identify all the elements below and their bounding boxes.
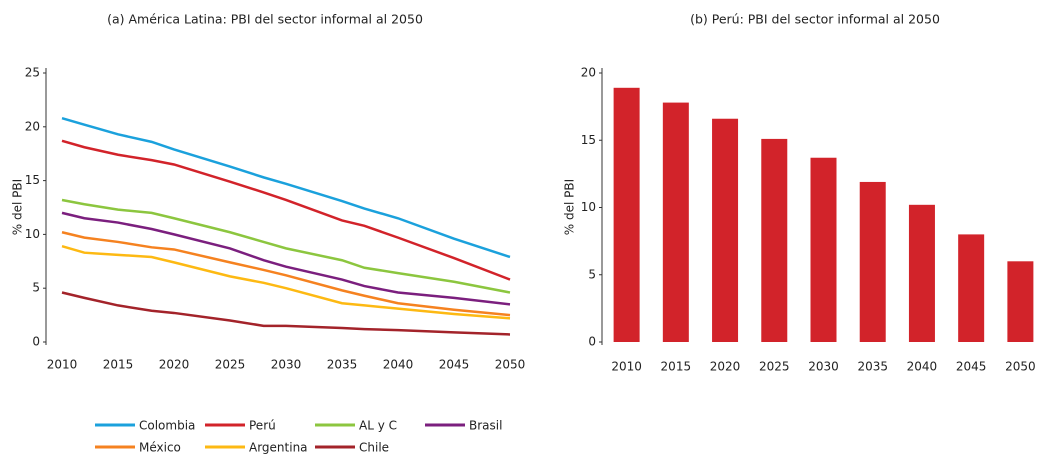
x-tick-label: 2030 [808,360,839,374]
y-tick-label: 0 [588,335,596,349]
bar [662,102,689,342]
y-tick-label: 15 [25,173,40,187]
legend-label: Brasil [469,419,502,433]
bar [958,234,985,342]
x-tick-label: 2035 [327,358,358,372]
y-axis-label: % del PBI [11,179,25,235]
bar [859,181,886,342]
y-tick-label: 10 [25,227,40,241]
series-line [61,116,511,259]
x-tick-label: 2015 [661,360,692,374]
x-tick-label: 2010 [47,358,78,372]
x-tick-label: 2045 [439,358,470,372]
bar [761,138,788,342]
legend-label: México [139,441,181,455]
y-axis-label: % del PBI [563,179,577,235]
x-tick-label: 2010 [611,360,642,374]
x-tick-label: 2040 [383,358,414,372]
x-tick-label: 2050 [1005,360,1036,374]
x-tick-label: 2020 [710,360,741,374]
series-line [61,198,511,294]
series-line [61,211,511,306]
x-tick-label: 2030 [271,358,302,372]
legend-label: Chile [359,441,389,455]
x-tick-label: 2035 [857,360,888,374]
y-tick-label: 20 [581,66,596,80]
chart-title: (a) América Latina: PBI del sector infor… [107,12,423,27]
series-line [61,139,511,281]
bar [613,87,640,342]
x-tick-label: 2050 [495,358,526,372]
legend-label: AL y C [359,419,397,433]
x-tick-label: 2015 [103,358,134,372]
x-tick-label: 2020 [159,358,190,372]
bar [908,204,935,342]
series-line [61,245,511,320]
bar [810,157,837,342]
legend-label: Perú [249,419,276,433]
x-tick-label: 2040 [907,360,938,374]
y-tick-label: 0 [32,335,40,349]
y-tick-label: 10 [581,200,596,214]
bar [1007,261,1034,342]
x-tick-label: 2045 [956,360,987,374]
y-tick-label: 20 [25,119,40,133]
legend-label: Argentina [249,441,308,455]
bar [712,118,739,342]
y-tick-label: 25 [25,66,40,80]
legend-label: Colombia [139,419,195,433]
y-tick-label: 15 [581,133,596,147]
y-tick-label: 5 [32,281,40,295]
series-line [61,231,511,317]
y-tick-label: 5 [588,267,596,281]
series-line [61,291,511,336]
chart-title: (b) Perú: PBI del sector informal al 205… [690,12,940,27]
x-tick-label: 2025 [759,360,790,374]
x-tick-label: 2025 [215,358,246,372]
